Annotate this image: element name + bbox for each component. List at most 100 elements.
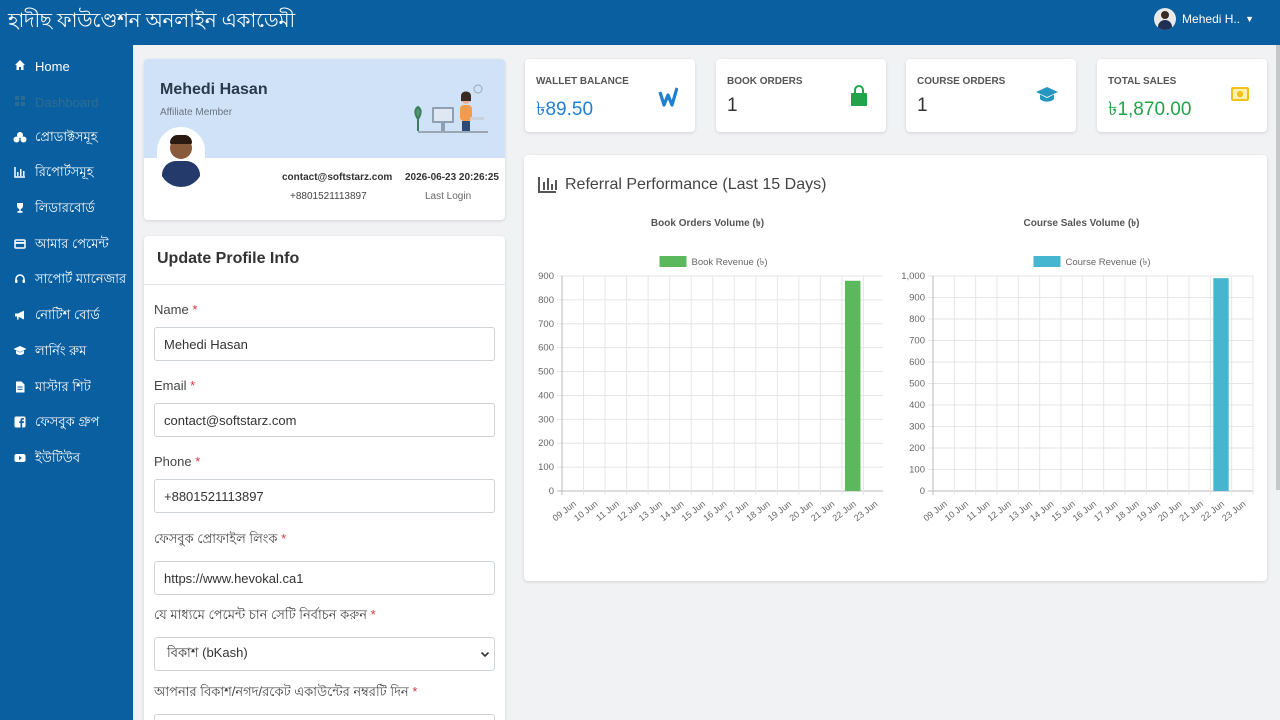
email-label: Email bbox=[154, 378, 187, 393]
x-tick-label: 10 Jun bbox=[943, 499, 970, 524]
payment-icon bbox=[12, 238, 28, 253]
x-tick-label: 20 Jun bbox=[787, 499, 814, 524]
megaphone-icon bbox=[12, 309, 28, 324]
x-tick-label: 10 Jun bbox=[572, 499, 599, 524]
x-tick-label: 22 Jun bbox=[1199, 499, 1226, 524]
x-tick-label: 18 Jun bbox=[1113, 499, 1140, 524]
sidebar-item-label: Dashboard bbox=[35, 95, 99, 111]
profile-card: Mehedi Hasan Affiliate Member contact@so… bbox=[144, 59, 505, 220]
y-tick-label: 100 bbox=[538, 462, 554, 473]
y-tick-label: 500 bbox=[909, 379, 925, 390]
wallet-icon bbox=[658, 87, 678, 107]
sidebar-item-youtube[interactable]: ইউটিউব bbox=[0, 442, 133, 478]
email-input[interactable]: contact@softstarz.com bbox=[154, 403, 495, 437]
sidebar-item-leaderboard[interactable]: লিডারবোর্ড bbox=[0, 192, 133, 228]
y-tick-label: 0 bbox=[920, 486, 925, 497]
y-tick-label: 300 bbox=[538, 414, 554, 425]
phone-label: Phone bbox=[154, 454, 192, 469]
x-tick-label: 13 Jun bbox=[1007, 499, 1034, 524]
app-title[interactable]: হাদীছ ফাউণ্ডেশন অনলাইন একাডেমী bbox=[8, 10, 295, 32]
course-sales-chart: Course Sales Volume (৳) Course Revenue (৳… bbox=[901, 218, 1254, 524]
phone-input[interactable]: +8801521113897 bbox=[154, 479, 495, 513]
sidebar-item-label: সাপোর্ট ম্যানেজার bbox=[35, 271, 127, 287]
payment-method-value: বিকাশ (bKash) bbox=[167, 644, 248, 660]
stat-value: ৳89.50 bbox=[536, 99, 594, 120]
y-tick-label: 400 bbox=[538, 390, 554, 401]
user-avatar bbox=[1154, 8, 1177, 30]
profile-email: contact@softstarz.com bbox=[282, 172, 393, 183]
sidebar-item-products[interactable]: প্রোডাক্টসমূহ bbox=[0, 120, 133, 156]
account-number-input[interactable] bbox=[154, 714, 495, 720]
chevron-down-icon bbox=[480, 651, 490, 658]
chart-title: Book Orders Volume (৳) bbox=[651, 218, 764, 229]
sidebar-item-master-sheet[interactable]: মাস্টার শিট bbox=[0, 370, 133, 406]
y-tick-label: 700 bbox=[538, 319, 554, 330]
products-icon bbox=[12, 131, 28, 146]
x-tick-label: 12 Jun bbox=[985, 499, 1012, 524]
facebook-icon bbox=[12, 416, 28, 431]
y-tick-label: 1,000 bbox=[901, 271, 925, 282]
x-tick-label: 18 Jun bbox=[744, 499, 771, 524]
name-label: Name bbox=[154, 302, 189, 317]
payment-method-select[interactable]: বিকাশ (bKash) bbox=[154, 637, 495, 671]
chevron-down-icon: ▼ bbox=[1245, 14, 1254, 24]
y-tick-label: 800 bbox=[538, 295, 554, 306]
x-tick-label: 19 Jun bbox=[766, 499, 793, 524]
dashboard-icon bbox=[12, 95, 28, 110]
sidebar-item-reports[interactable]: রিপোর্টসমূহ bbox=[0, 156, 133, 192]
x-tick-label: 21 Jun bbox=[809, 499, 836, 524]
stat-wallet-balance: WALLET BALANCE ৳89.50 bbox=[525, 59, 695, 132]
user-menu[interactable]: Mehedi H.. ▼ bbox=[1154, 8, 1254, 30]
sidebar-item-dashboard[interactable]: Dashboard bbox=[0, 85, 133, 121]
x-tick-label: 17 Jun bbox=[723, 499, 750, 524]
stat-value: 1 bbox=[727, 95, 738, 116]
update-profile-form: Update Profile Info Name * Mehedi Hasan … bbox=[144, 236, 505, 720]
x-tick-label: 15 Jun bbox=[1049, 499, 1076, 524]
required-mark: * bbox=[190, 378, 196, 393]
x-tick-label: 14 Jun bbox=[658, 499, 685, 524]
x-tick-label: 09 Jun bbox=[921, 499, 948, 524]
youtube-icon bbox=[12, 452, 28, 467]
y-tick-label: 300 bbox=[909, 422, 925, 433]
x-tick-label: 09 Jun bbox=[551, 499, 578, 524]
x-tick-label: 22 Jun bbox=[830, 499, 857, 524]
last-login-time: 2026-06-23 20:26:25 bbox=[405, 172, 499, 183]
required-mark: * bbox=[412, 684, 418, 699]
sidebar-item-learning[interactable]: লার্নিং রুম bbox=[0, 335, 133, 371]
x-tick-label: 12 Jun bbox=[615, 499, 642, 524]
sidebar-item-facebook[interactable]: ফেসবুক গ্রুপ bbox=[0, 406, 133, 442]
legend-label: Course Revenue (৳) bbox=[1066, 257, 1151, 268]
performance-title: Referral Performance (Last 15 Days) bbox=[565, 176, 827, 193]
sidebar-item-home[interactable]: Home bbox=[0, 49, 133, 85]
chart-title: Course Sales Volume (৳) bbox=[1024, 218, 1140, 229]
sidebar-item-payment[interactable]: আমার পেমেন্ট bbox=[0, 227, 133, 263]
facebook-label: ফেসবুক প্রোফাইল লিংক bbox=[154, 531, 278, 546]
y-tick-label: 900 bbox=[538, 271, 554, 282]
x-tick-label: 23 Jun bbox=[1220, 499, 1247, 524]
email-field-group: Email * contact@softstarz.com bbox=[154, 378, 495, 437]
sidebar-item-label: আমার পেমেন্ট bbox=[35, 235, 109, 251]
graduation-icon bbox=[12, 345, 28, 360]
x-tick-label: 17 Jun bbox=[1092, 499, 1119, 524]
stat-label: TOTAL SALES bbox=[1108, 76, 1177, 87]
shopping-bag-icon bbox=[851, 85, 867, 106]
y-tick-label: 200 bbox=[909, 443, 925, 454]
profile-phone: +8801521113897 bbox=[290, 191, 367, 202]
legend-label: Book Revenue (৳) bbox=[692, 257, 768, 268]
y-tick-label: 500 bbox=[538, 367, 554, 378]
name-input[interactable]: Mehedi Hasan bbox=[154, 327, 495, 361]
stat-total-sales: TOTAL SALES ৳1,870.00 bbox=[1097, 59, 1267, 132]
required-mark: * bbox=[281, 531, 287, 546]
facebook-input[interactable]: https://www.hevokal.ca1 bbox=[154, 561, 495, 595]
sidebar-item-label: মাস্টার শিট bbox=[35, 378, 91, 394]
sidebar-item-label: লার্নিং রুম bbox=[35, 342, 87, 358]
x-tick-label: 14 Jun bbox=[1028, 499, 1055, 524]
x-tick-label: 20 Jun bbox=[1156, 499, 1183, 524]
sidebar-item-notice[interactable]: নোটিশ বোর্ড bbox=[0, 299, 133, 335]
page-scrollbar[interactable] bbox=[1276, 45, 1280, 490]
x-tick-label: 16 Jun bbox=[701, 499, 728, 524]
sidebar-item-support[interactable]: সাপোর্ট ম্যানেজার bbox=[0, 263, 133, 299]
x-tick-label: 13 Jun bbox=[637, 499, 664, 524]
sidebar-item-label: নোটিশ বোর্ড bbox=[35, 307, 100, 323]
profile-header: Mehedi Hasan Affiliate Member bbox=[144, 59, 505, 158]
